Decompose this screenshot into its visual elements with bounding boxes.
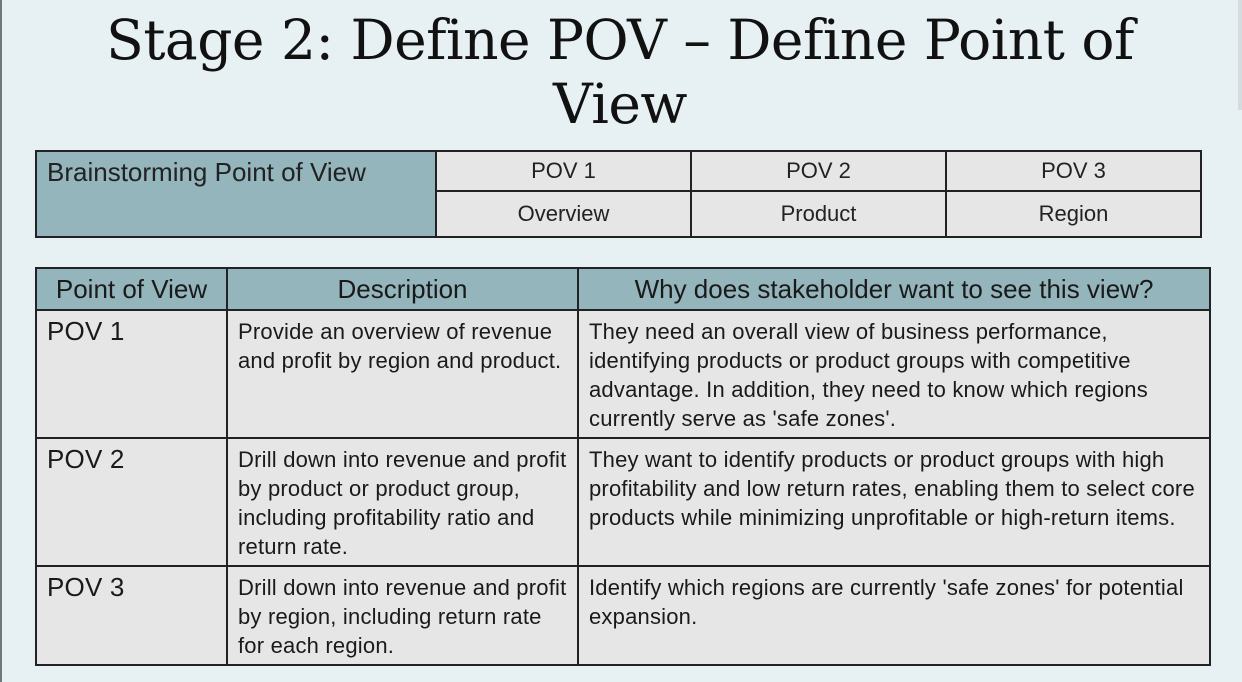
brainstorm-pov-2: POV 2 — [690, 150, 947, 192]
pov-table: Point of View Description Why does stake… — [35, 267, 1211, 666]
table-row: POV 3 Drill down into revenue and profit… — [35, 565, 1211, 666]
why-cell: Identify which regions are currently 'sa… — [577, 565, 1211, 666]
brainstorm-pov-3: POV 3 — [945, 150, 1202, 192]
why-cell: They want to identify products or produc… — [577, 437, 1211, 567]
brainstorm-topic-1: Overview — [435, 190, 692, 238]
table-row: POV 1 Provide an overview of revenue and… — [35, 309, 1211, 439]
brainstorm-topic-2: Product — [690, 190, 947, 238]
slide-left-border — [0, 0, 2, 682]
scrollbar-stub — [1238, 0, 1242, 110]
description-cell: Drill down into revenue and profit by re… — [226, 565, 579, 666]
description-cell: Provide an overview of revenue and profi… — [226, 309, 579, 439]
brainstorm-table: Brainstorming Point of View POV 1 POV 2 … — [35, 150, 1202, 238]
table-row: POV 2 Drill down into revenue and profit… — [35, 437, 1211, 567]
why-cell: They need an overall view of business pe… — [577, 309, 1211, 439]
pov-cell: POV 3 — [35, 565, 228, 666]
brainstorm-pov-1: POV 1 — [435, 150, 692, 192]
header-point-of-view: Point of View — [35, 267, 228, 311]
brainstorm-topic-3: Region — [945, 190, 1202, 238]
pov-table-header-row: Point of View Description Why does stake… — [35, 267, 1211, 311]
description-cell: Drill down into revenue and profit by pr… — [226, 437, 579, 567]
pov-cell: POV 2 — [35, 437, 228, 567]
brainstorm-label: Brainstorming Point of View — [35, 150, 437, 238]
pov-cell: POV 1 — [35, 309, 228, 439]
slide-title: Stage 2: Define POV – Define Point of Vi… — [106, 8, 1134, 136]
header-why: Why does stakeholder want to see this vi… — [577, 267, 1211, 311]
header-description: Description — [226, 267, 579, 311]
